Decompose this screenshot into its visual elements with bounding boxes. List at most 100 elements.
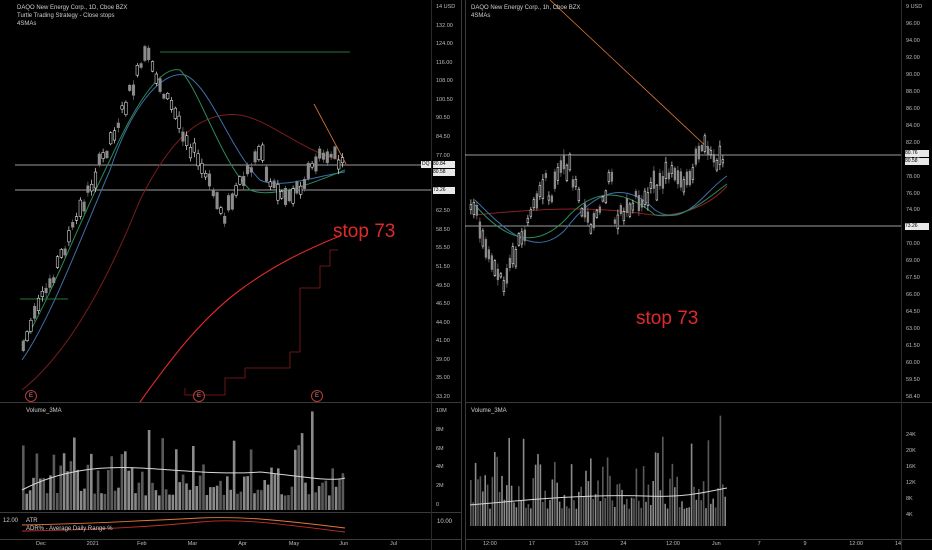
- candle-body: [207, 173, 212, 187]
- volume-bar: [542, 502, 544, 526]
- right-price-tick: 74.00: [906, 207, 920, 214]
- candle-body: [181, 131, 185, 142]
- candle-body: [706, 146, 710, 155]
- volume-bar: [69, 461, 73, 510]
- volume-bar: [236, 493, 239, 510]
- volume-bar: [614, 507, 616, 526]
- candle-body: [505, 268, 509, 284]
- candle-body: [158, 78, 162, 92]
- candle-body: [583, 203, 587, 218]
- right-volume-tick: 24K: [906, 432, 916, 438]
- volume-bar: [154, 490, 158, 510]
- candle-body: [302, 179, 307, 189]
- candle-body: [321, 152, 326, 160]
- volume-bar: [722, 484, 724, 526]
- right-time-tick: 12:00: [574, 541, 589, 547]
- left-atr-left-value: 12.00: [3, 518, 19, 524]
- candle-body: [538, 185, 542, 197]
- candle-body: [613, 219, 617, 224]
- earnings-marker-2[interactable]: E: [193, 390, 205, 402]
- candle-body: [520, 231, 524, 245]
- right-time-tick: 7: [757, 541, 761, 547]
- right-price-tick: 64.50: [906, 309, 920, 316]
- volume-bar: [563, 494, 566, 526]
- right-volume-tick: 20K: [906, 448, 916, 454]
- volume-bar: [229, 489, 232, 510]
- candle-body: [86, 185, 90, 193]
- candle-body: [196, 153, 200, 167]
- candle-body: [200, 163, 204, 174]
- volume-bar: [501, 475, 503, 526]
- candle-body: [329, 153, 333, 158]
- volume-bar: [215, 485, 219, 510]
- candle-body: [685, 171, 689, 186]
- candle-body: [291, 188, 295, 204]
- left-price-tick: 14 USD: [436, 4, 456, 10]
- candle-body: [703, 135, 707, 152]
- candle-body: [679, 171, 683, 188]
- right-price-axis[interactable]: 9 USD 96.00 94.00 92.00 90.00 88.00 86.00 84.00…: [903, 0, 932, 402]
- volume-bar: [580, 486, 582, 526]
- left-time-tick: Feb: [137, 541, 147, 547]
- volume-bar: [705, 508, 707, 526]
- candle-body: [97, 153, 101, 165]
- stop-curve: [139, 235, 341, 403]
- candle-body: [637, 195, 641, 212]
- candle-body: [166, 92, 170, 100]
- candle-body: [101, 152, 105, 159]
- right-time-axis[interactable]: 12:00 17 12:00 24 12:00 Jun 7 9 12:00 14: [465, 540, 901, 550]
- right-time-tick: 17: [528, 541, 535, 547]
- volume-bar: [575, 508, 578, 526]
- left-volume-tick: 0: [436, 502, 440, 508]
- candle-body: [177, 115, 181, 129]
- earnings-marker-1[interactable]: E: [25, 390, 37, 402]
- candle-body: [131, 84, 136, 96]
- volume-bar: [578, 491, 580, 526]
- volume-bar: [508, 438, 510, 526]
- candle-body: [610, 171, 614, 182]
- right-volume-tick: 4K: [906, 512, 913, 518]
- candle-body: [472, 202, 476, 215]
- candle-body: [535, 193, 539, 209]
- left-chart-pane[interactable]: DAQO New Energy Corp., 1D, Cboe BZX Turt…: [0, 0, 462, 550]
- left-time-tick: Apr: [238, 541, 247, 547]
- sma-long-red: [21, 113, 341, 391]
- right-price-tick: 70.00: [906, 241, 920, 248]
- left-volume-axis[interactable]: 10M 8M 6M 4M 2M 0: [433, 405, 463, 510]
- right-trendline-orange: [549, 0, 711, 151]
- volume-bar: [606, 457, 609, 526]
- right-chart-pane[interactable]: DAQO New Energy Corp., 1h, Cboe BZX 4SMA…: [465, 0, 932, 550]
- left-price-axis[interactable]: 14 USD 132.00 124.00 116.00 108.00 100.50 90.5…: [433, 0, 463, 402]
- volume-bar: [22, 445, 25, 510]
- volume-bar: [630, 497, 633, 526]
- left-price-tick: 62.50: [436, 208, 450, 215]
- right-chart-canvas[interactable]: [465, 0, 932, 550]
- volume-bar: [86, 464, 90, 510]
- volume-bar: [314, 492, 317, 510]
- left-time-axis[interactable]: Dec 2021 Feb Mar Apr May Jun Jul: [0, 540, 431, 550]
- volume-bar: [573, 500, 575, 526]
- candle-body: [715, 159, 719, 171]
- right-volume-axis[interactable]: 24K 20K 16K 12K 8K 4K: [903, 405, 932, 535]
- candle-body: [169, 100, 174, 110]
- candle-body: [469, 204, 473, 210]
- volume-bar: [175, 449, 178, 510]
- left-chart-canvas[interactable]: [0, 0, 462, 550]
- volume-bar: [611, 500, 614, 526]
- volume-bar: [239, 491, 243, 510]
- left-indicator-smas: 4SMAs: [17, 21, 37, 27]
- volume-bar: [527, 504, 530, 526]
- candle-body: [712, 154, 716, 163]
- candle-body: [238, 176, 242, 185]
- volume-bar: [618, 483, 621, 526]
- candle-body: [204, 173, 208, 178]
- volume-bar: [674, 487, 676, 526]
- left-last-price-label: 80.84: [433, 161, 455, 168]
- volume-bar: [712, 498, 714, 526]
- volume-bar: [678, 507, 681, 526]
- volume-bar: [472, 502, 474, 526]
- volume-bar: [62, 453, 66, 510]
- turtle-stop-step: [184, 249, 338, 396]
- earnings-marker-3[interactable]: E: [311, 390, 323, 402]
- right-price-tick: 59.50: [906, 377, 920, 384]
